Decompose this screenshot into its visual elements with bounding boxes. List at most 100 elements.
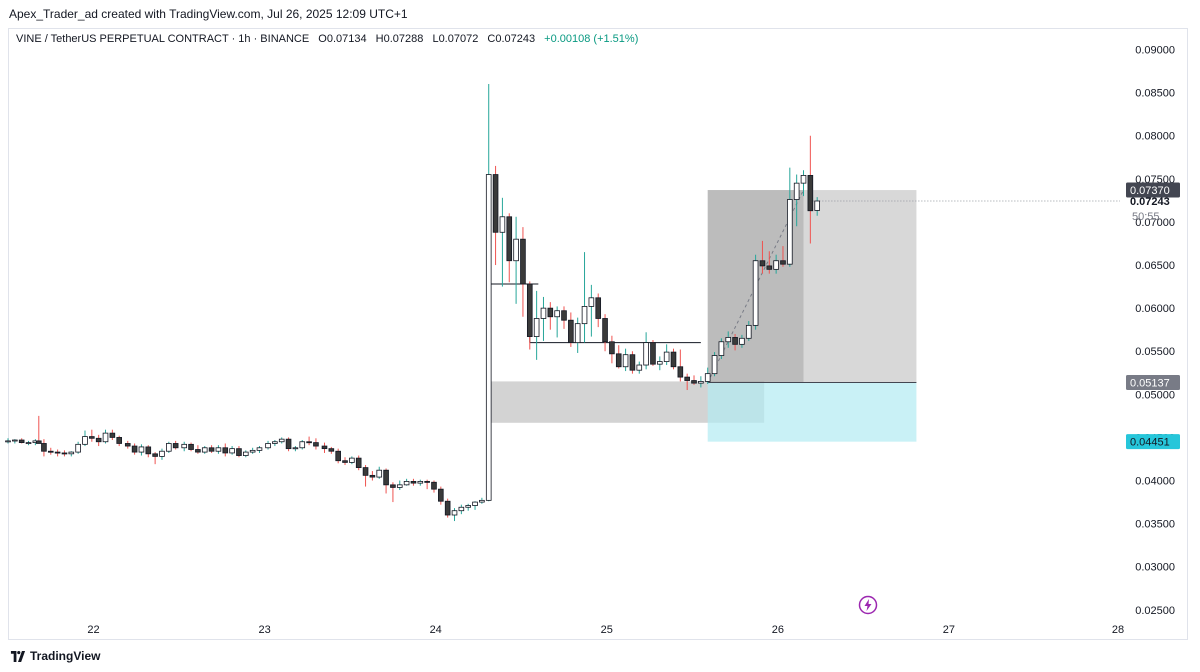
candle	[285, 437, 292, 452]
candle-body	[181, 443, 188, 449]
candle-body	[278, 438, 285, 443]
candle	[759, 240, 766, 274]
candle-body	[188, 443, 194, 450]
lightning-icon[interactable]	[858, 595, 878, 615]
candle-body	[691, 380, 697, 384]
price-tick-label: 0.07000	[1135, 217, 1175, 229]
candle-body	[554, 310, 560, 318]
time-axis: 22 23 24 25 26 27 28	[87, 624, 1124, 636]
candle-body	[201, 447, 208, 453]
candle	[102, 429, 109, 444]
price-tag-label: 0.05137	[1130, 378, 1170, 390]
candle-body	[208, 447, 215, 452]
candle-body	[236, 448, 242, 456]
candle	[181, 441, 188, 452]
candle	[615, 345, 622, 369]
candle	[131, 443, 138, 455]
candle	[229, 446, 235, 455]
candle-body	[609, 341, 615, 355]
candle-body	[766, 265, 773, 270]
candle-body	[650, 342, 656, 365]
candle	[492, 165, 499, 266]
candle-body	[451, 510, 458, 516]
candle-body	[438, 488, 444, 502]
candle	[208, 445, 215, 453]
candle	[465, 503, 471, 511]
candle	[215, 445, 222, 454]
candle-body	[82, 436, 88, 445]
candle-body	[369, 474, 376, 478]
candle-body	[25, 442, 32, 445]
candle-body	[5, 440, 11, 443]
time-tick-label: 27	[943, 624, 955, 636]
time-tick-label: 28	[1112, 624, 1124, 636]
open-value: 0.07134	[326, 33, 367, 45]
candle	[711, 352, 718, 377]
symbol-title[interactable]: VINE / TetherUS PERPETUAL CONTRACT · 1h …	[16, 33, 310, 45]
candle-body	[47, 450, 54, 453]
price-tick-label: 0.06500	[1135, 260, 1175, 272]
price-tick-label: 0.09000	[1135, 45, 1175, 57]
candle	[25, 440, 32, 446]
candle	[89, 429, 95, 442]
candle	[595, 293, 602, 328]
candle	[313, 438, 319, 450]
candle-body	[195, 449, 201, 453]
change-value: +0.00108 (+1.51%)	[544, 33, 639, 45]
candle	[61, 450, 68, 457]
candle	[704, 367, 711, 384]
price-tag-label: 50:55	[1132, 211, 1160, 223]
candle	[561, 306, 567, 329]
candle	[355, 455, 362, 471]
candle-body	[383, 469, 389, 486]
candle-body	[643, 342, 649, 366]
candle-body	[636, 364, 643, 371]
candle-body	[431, 481, 437, 490]
candle-body	[424, 480, 430, 483]
candle-body	[68, 451, 75, 455]
candle	[396, 480, 403, 491]
candle-body	[285, 438, 292, 450]
time-tick-label: 22	[87, 624, 99, 636]
candle	[410, 478, 417, 486]
candle	[138, 444, 145, 456]
candle	[242, 450, 249, 458]
candle-body	[472, 501, 478, 506]
candle-body	[492, 174, 499, 233]
price-tick-label: 0.02500	[1135, 605, 1175, 617]
time-tick-label: 23	[258, 624, 270, 636]
candle	[547, 302, 554, 330]
candle	[650, 340, 656, 366]
candle-body	[739, 337, 745, 345]
candle-body	[793, 182, 800, 200]
candle	[236, 446, 242, 458]
candle-body	[138, 446, 145, 453]
candle-body	[18, 439, 25, 444]
candle	[691, 375, 697, 385]
candle	[188, 442, 194, 452]
time-tick-label: 25	[601, 624, 613, 636]
candle-body	[465, 505, 471, 508]
candle-body	[109, 432, 116, 438]
candle-body	[670, 351, 677, 368]
candle	[201, 446, 208, 454]
candle	[349, 456, 355, 465]
candle-body	[615, 353, 622, 368]
candle	[520, 227, 526, 317]
candle	[609, 335, 615, 364]
candle-body	[306, 441, 312, 444]
candle-body	[12, 439, 18, 442]
candle	[335, 448, 341, 464]
candle-body	[41, 443, 47, 452]
candle-body	[159, 450, 165, 457]
candle	[328, 446, 335, 454]
symbol-legend: VINE / TetherUS PERPETUAL CONTRACT · 1h …	[16, 33, 638, 45]
candle-body	[292, 447, 299, 450]
candle-body	[342, 460, 348, 463]
candle	[684, 373, 690, 391]
candle-body	[684, 376, 690, 381]
candle-body	[745, 324, 752, 339]
candle	[272, 440, 278, 447]
